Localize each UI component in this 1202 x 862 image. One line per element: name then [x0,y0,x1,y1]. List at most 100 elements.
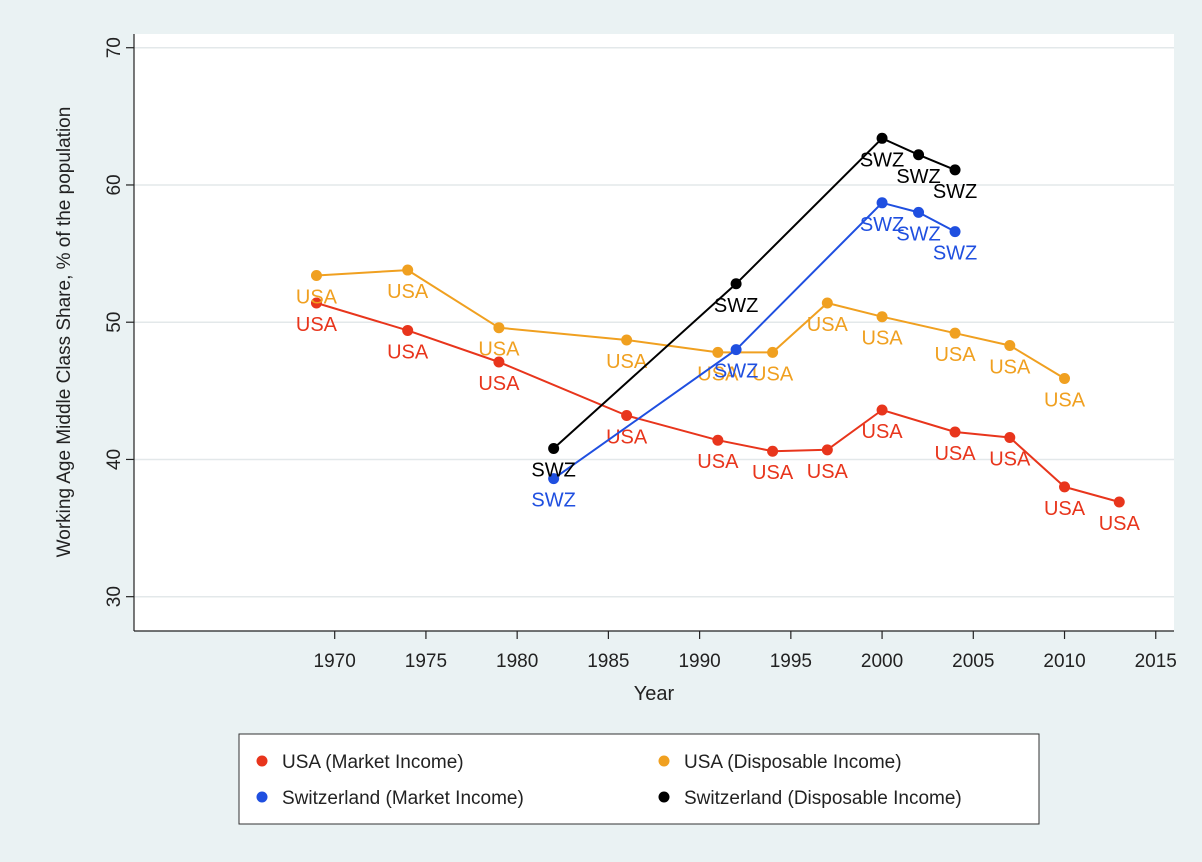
point-label: USA [934,443,976,465]
data-point [913,149,925,161]
point-label: SWZ [714,361,758,383]
data-point [949,327,961,339]
point-label: USA [752,363,794,385]
point-label: USA [807,314,849,336]
data-point [730,344,742,356]
point-label: USA [989,357,1031,379]
y-tick-label: 50 [104,312,125,333]
y-axis-title: Working Age Middle Class Share, % of the… [54,107,75,558]
y-tick-label: 30 [104,586,125,607]
data-point [1004,431,1016,443]
x-tick-label: 1975 [405,651,447,672]
point-label: USA [1044,389,1086,411]
y-tick-label: 60 [104,174,125,195]
point-label: USA [606,427,648,449]
point-label: SWZ [531,490,575,512]
series-line [316,302,1120,503]
gridlines [134,46,1174,598]
point-label: USA [606,351,648,373]
data-point [767,346,779,358]
x-tick-label: 1995 [770,651,812,672]
data-point [402,324,414,336]
data-point [712,434,724,446]
point-label: USA [807,461,849,483]
legend-label: Switzerland (Market Income) [282,788,524,809]
point-label: USA [478,339,520,361]
data-point [730,278,742,290]
x-axis-title: Year [634,683,675,705]
data-point [310,297,322,309]
point-label: SWZ [933,181,977,203]
x-tick-label: 1970 [314,651,356,672]
data-point [1113,496,1125,508]
axes: 30 40 50 60 70 1970 1975 1980 1985 1990 1995 2000 20… [104,34,1177,672]
point-label: USA [387,281,429,303]
data-point [1059,372,1071,384]
point-label: USA [989,448,1031,470]
data-point [821,444,833,456]
plot-area [134,34,1174,631]
point-label: SWZ [933,243,977,265]
legend: USA (Market Income) USA (Disposable Incom… [238,733,1040,825]
data-point [876,197,888,209]
data-point [876,404,888,416]
point-label: SWZ [896,223,940,245]
y-tick-label: 70 [104,37,125,58]
legend-box [238,733,1040,825]
point-label: USA [1044,498,1086,520]
point-label: SWZ [860,214,904,236]
data-point [548,473,560,485]
point-label: SWZ [714,295,758,317]
point-label: USA [296,314,338,336]
data-point [310,270,322,282]
legend-marker [658,755,670,767]
legend-label: USA (Disposable Income) [684,752,902,773]
data-point [493,356,505,368]
data-point [949,426,961,438]
data-point [876,132,888,144]
point-label: USA [862,421,904,443]
data-point [402,264,414,276]
data-point [548,442,560,454]
point-label: USA [934,344,976,366]
point-label: SWZ [860,149,904,171]
point-label: USA [752,462,794,484]
point-label: USA [862,328,904,350]
x-tick-label: 2005 [952,651,994,672]
data-point [1004,340,1016,352]
x-tick-label: 2000 [861,651,903,672]
point-label: SWZ [896,166,940,188]
data-point [876,311,888,323]
x-tick-label: 1980 [496,651,538,672]
y-tick-label: 40 [104,449,125,470]
data-point [493,322,505,334]
data-point [621,410,633,422]
data-point [821,297,833,309]
data-point [767,445,779,457]
point-label: USA [478,373,520,395]
data-point [949,164,961,176]
legend-label: USA (Market Income) [282,752,464,773]
data-point [949,226,961,238]
legend-marker [658,791,670,803]
point-label: USA [296,287,338,309]
legend-marker [256,755,268,767]
x-tick-label: 1985 [587,651,629,672]
legend-marker [256,791,268,803]
data-point [913,206,925,218]
point-label: USA [1099,513,1141,535]
point-label: SWZ [531,459,575,481]
series-0: USA USA USA USA USA USA USA USA USA USA USA USA [296,297,1141,535]
x-tick-label: 2015 [1135,651,1177,672]
point-label: USA [697,451,739,473]
x-tick-label: 2010 [1043,651,1085,672]
data-point [712,346,724,358]
data-point [621,334,633,346]
data-point [1059,481,1071,493]
x-tick-label: 1990 [678,651,720,672]
